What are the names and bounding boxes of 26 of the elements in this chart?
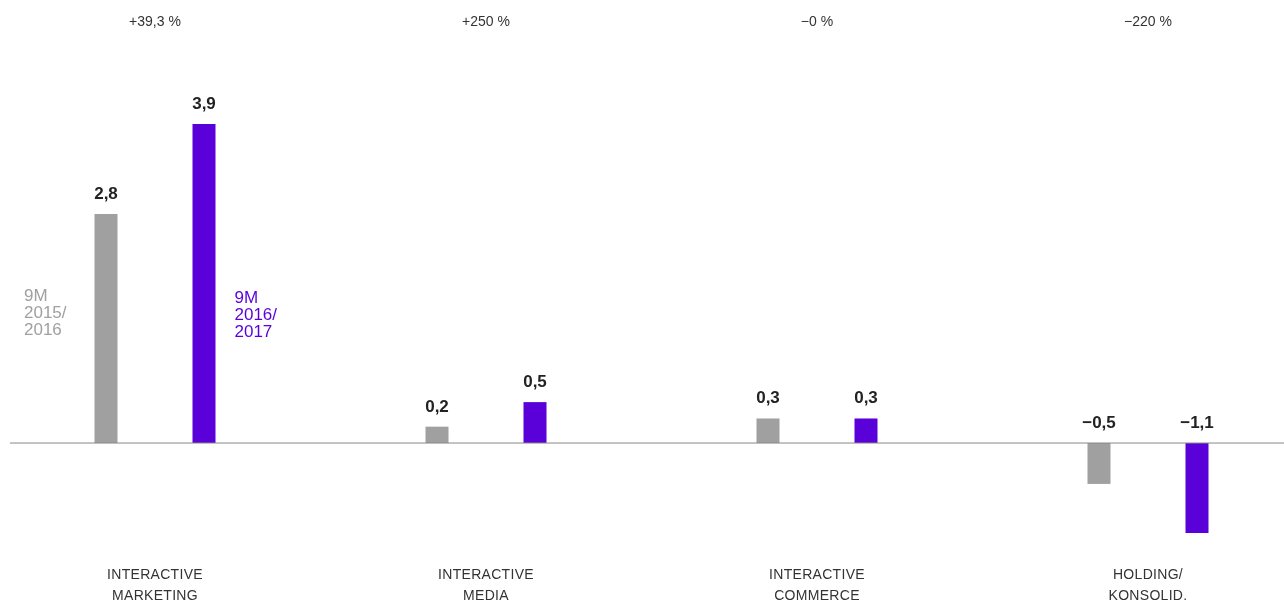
data-label: 0,2 [425, 396, 449, 416]
data-label: 0,3 [756, 388, 780, 408]
bar [192, 124, 216, 444]
bar [1185, 443, 1209, 533]
data-label: 2,8 [94, 183, 118, 203]
series-label: 9M 2016/2017 [234, 288, 278, 341]
bar [523, 402, 547, 444]
x-tick-label: INTERACTIVE COMMERCE [769, 566, 865, 600]
text: −220 % [1124, 13, 1172, 29]
data-label: −1,1 [1180, 413, 1214, 433]
x-tick-label: INTERACTIVE MARKETING [107, 566, 203, 600]
x-tick-label: HOLDING/ KONSOLID. [1108, 566, 1188, 600]
bar [1087, 443, 1111, 484]
text: +250 % [462, 13, 510, 29]
bar [756, 418, 780, 444]
series-label: 9M 2015/2016 [24, 286, 67, 339]
bar [854, 418, 878, 444]
text: −0 % [800, 13, 834, 29]
data-label: 0,5 [523, 372, 547, 392]
text: +39,3 % [129, 13, 181, 29]
x-tick-label: INTERACTIVE MEDIA [438, 566, 534, 600]
data-label: 0,3 [854, 388, 878, 408]
bar [94, 213, 118, 444]
data-label: 3,9 [192, 94, 216, 113]
data-label: −0,5 [1082, 413, 1116, 433]
bar [425, 426, 449, 444]
